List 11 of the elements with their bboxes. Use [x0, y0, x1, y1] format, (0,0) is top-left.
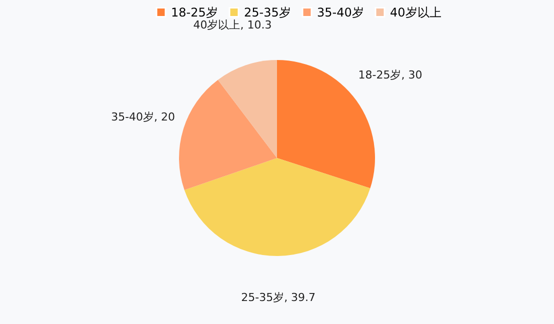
pie-slice	[184, 158, 370, 256]
pie-slice	[179, 80, 277, 190]
data-label: 35-40岁, 20	[111, 110, 176, 124]
legend-label: 25-35岁	[244, 5, 291, 20]
data-label: 18-25岁, 30	[358, 68, 422, 82]
data-label: 40岁以上, 10.3	[193, 18, 272, 32]
legend-label: 40岁以上	[390, 5, 442, 20]
legend-label: 18-25岁	[171, 5, 218, 20]
pie-slice	[218, 60, 277, 158]
legend-label: 35-40岁	[317, 5, 364, 20]
data-label: 25-35岁, 39.7	[241, 290, 316, 304]
